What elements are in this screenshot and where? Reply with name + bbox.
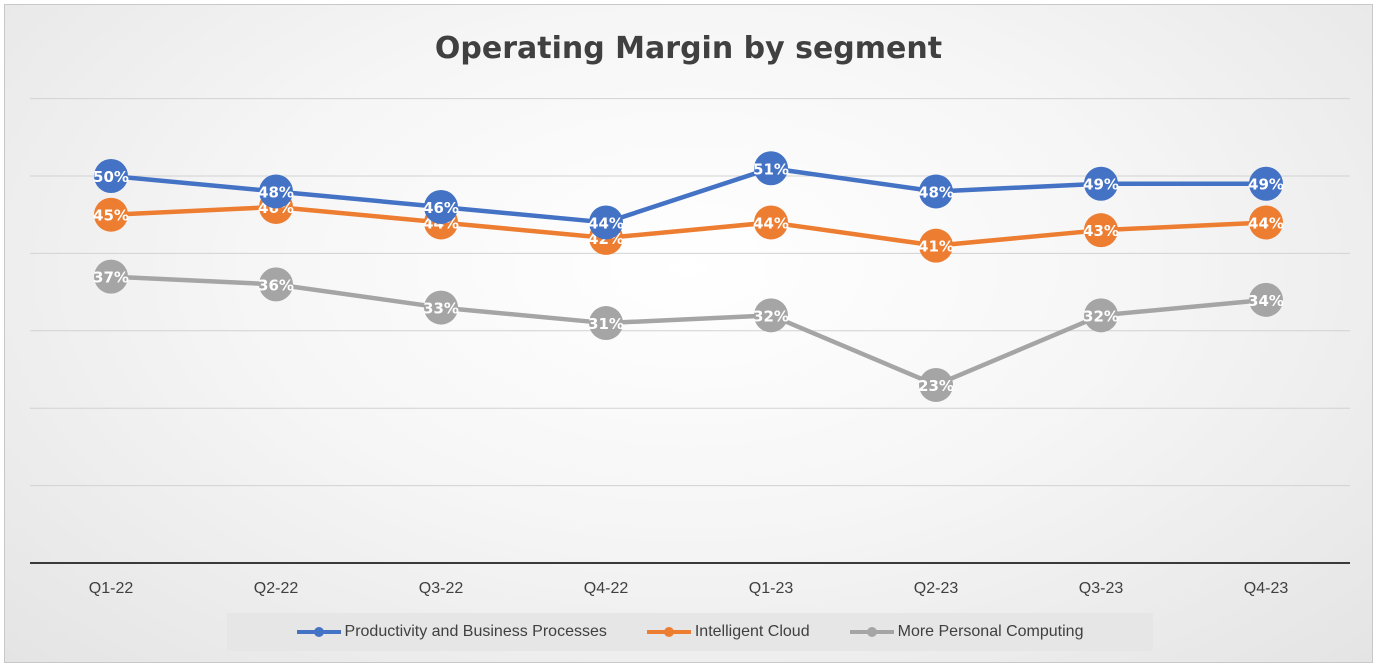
- chart-frame: Operating Margin by segment Q1-22 Q2-22 Q3…: [4, 4, 1373, 663]
- data-point: [259, 267, 293, 302]
- data-point: [589, 306, 623, 341]
- series-layer: 37%36%33%31%32%23%32%34%45%46%44%42%44%4…: [93, 151, 1284, 402]
- data-point: [1249, 282, 1283, 317]
- data-label: 48%: [918, 183, 954, 201]
- x-tick-label: Q4-22: [584, 580, 629, 597]
- legend-swatch: [646, 627, 691, 637]
- legend-item: Intelligent Cloud: [646, 623, 810, 641]
- data-point: [919, 174, 953, 209]
- data-point: [919, 367, 953, 402]
- series-line: [110, 204, 1267, 248]
- data-label: 45%: [93, 207, 129, 225]
- data-point: [919, 228, 953, 263]
- data-label: 50%: [93, 168, 129, 186]
- x-tick-label: Q1-23: [749, 580, 794, 597]
- data-label: 33%: [423, 300, 459, 318]
- x-tick-label: Q3-22: [419, 580, 464, 597]
- data-label: 49%: [1083, 176, 1119, 194]
- x-axis-ticks: Q1-22 Q2-22 Q3-22 Q4-22 Q1-23 Q2-23 Q3-23 Q4-23: [89, 580, 1289, 597]
- legend-item: More Personal Computing: [849, 623, 1084, 641]
- legend-swatch: [296, 627, 341, 637]
- data-label: 49%: [1248, 176, 1284, 194]
- x-tick-label: Q3-23: [1079, 580, 1124, 597]
- data-point: [754, 298, 788, 333]
- series-line: [110, 274, 1267, 388]
- data-point: [754, 151, 788, 186]
- x-tick-label: Q2-23: [914, 580, 959, 597]
- data-point: [94, 159, 128, 193]
- chart-title: Operating Margin by segment: [434, 31, 943, 66]
- legend-label: More Personal Computing: [897, 623, 1084, 640]
- data-label: 43%: [1083, 222, 1119, 240]
- data-point: [1084, 298, 1118, 333]
- data-point: [589, 205, 623, 240]
- data-label: 31%: [588, 315, 624, 333]
- data-point: [424, 189, 458, 224]
- data-label: 41%: [918, 238, 954, 256]
- x-tick-label: Q2-22: [254, 580, 299, 597]
- line-chart-plot: Q1-22 Q2-22 Q3-22 Q4-22 Q1-23 Q2-23 Q3-23 Q4-23…: [30, 98, 1350, 597]
- x-tick-label: Q1-22: [89, 580, 134, 597]
- data-label: 32%: [1083, 307, 1119, 325]
- data-point: [94, 197, 128, 232]
- data-label: 44%: [588, 214, 624, 232]
- data-label: 23%: [918, 377, 954, 395]
- data-label: 44%: [753, 214, 789, 232]
- legend-swatch: [849, 627, 894, 637]
- data-label: 48%: [258, 183, 294, 201]
- chart-legend: Productivity and Business Processes Intel…: [227, 613, 1153, 651]
- data-label: 44%: [1248, 214, 1284, 232]
- data-point: [1249, 166, 1283, 201]
- series-line: [110, 166, 1266, 225]
- data-point: [1084, 166, 1118, 201]
- data-label: 32%: [753, 307, 789, 325]
- data-point: [1084, 213, 1118, 248]
- data-label: 36%: [258, 276, 294, 294]
- gridlines: [30, 98, 1350, 564]
- x-tick-label: Q4-23: [1244, 580, 1289, 597]
- data-label: 34%: [1248, 292, 1284, 310]
- data-point: [1249, 205, 1283, 240]
- data-point: [94, 259, 128, 294]
- legend-label: Intelligent Cloud: [694, 623, 810, 640]
- data-label: 51%: [753, 160, 789, 178]
- data-point: [259, 174, 293, 209]
- legend-item: Productivity and Business Processes: [296, 623, 607, 641]
- data-label: 46%: [423, 199, 459, 217]
- legend-label: Productivity and Business Processes: [344, 623, 607, 640]
- data-label: 37%: [93, 269, 129, 287]
- data-point: [424, 290, 458, 325]
- data-point: [754, 205, 788, 240]
